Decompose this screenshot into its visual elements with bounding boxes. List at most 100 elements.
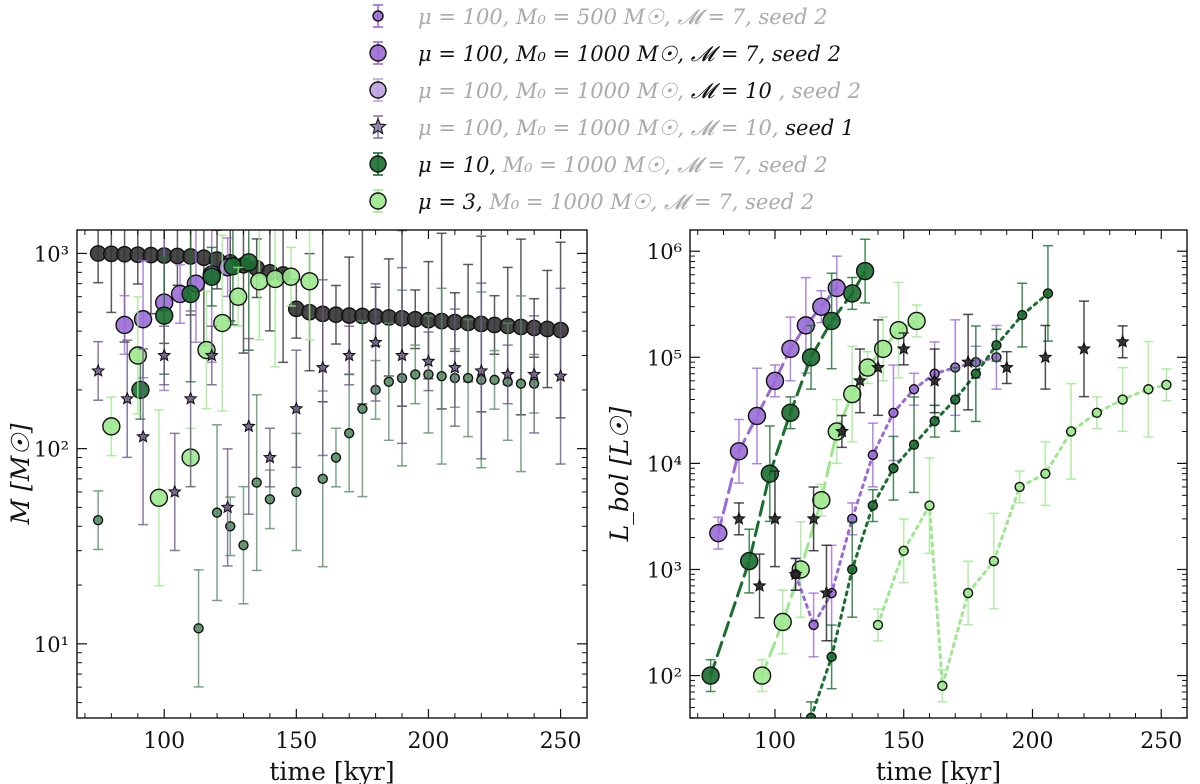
data-point (867, 500, 879, 511)
data-point (709, 523, 728, 543)
y-tick-label: 10⁵ (647, 346, 682, 370)
data-point (421, 353, 436, 368)
data-point (991, 340, 1002, 351)
data-point (808, 619, 819, 631)
data-point (447, 360, 462, 374)
x-axis-label: time [kyr] (876, 757, 1001, 784)
series-green_tail (805, 244, 1054, 718)
data-point (262, 450, 277, 464)
y-tick-label: 10² (34, 438, 69, 462)
data-point (962, 587, 974, 599)
legend: μ = 100, M₀ = 500 M☉, 𝓜 = 7, seed 2 μ = 1… (369, 4, 861, 214)
data-point (315, 360, 330, 374)
data-point (1042, 288, 1054, 299)
data-point (908, 439, 920, 450)
data-point (131, 380, 150, 400)
data-point (752, 578, 767, 592)
series-green_main (131, 230, 258, 420)
data-point (228, 287, 248, 306)
legend-entry-3: μ = 100, M₀ = 1000 M☉, 𝓜 = 10 , seed 2 (369, 78, 861, 103)
data-point (843, 384, 862, 404)
data-point (183, 391, 198, 405)
data-point (462, 372, 474, 384)
data-point (330, 452, 342, 463)
data-point (474, 363, 489, 377)
x-tick-label: 150 (275, 729, 317, 754)
data-point (889, 321, 908, 340)
y-tick-label: 10³ (34, 242, 69, 266)
data-point (193, 623, 204, 634)
y-tick-label: 10⁶ (647, 240, 682, 264)
data-point (91, 363, 106, 377)
series-line (760, 319, 919, 678)
series-line (794, 355, 998, 629)
y-tick-label: 10⁴ (647, 452, 682, 476)
data-point (806, 511, 821, 525)
series-purple_track (709, 255, 846, 550)
data-point (1115, 334, 1130, 348)
data-point (1143, 384, 1154, 395)
series-star_scatter_L (731, 300, 1130, 642)
data-point (873, 339, 893, 359)
data-point (970, 368, 982, 379)
x-tick-label: 250 (1140, 729, 1182, 754)
data-point (870, 360, 886, 374)
data-point (908, 384, 920, 395)
data-point (383, 376, 395, 387)
data-point (317, 473, 328, 485)
legend-marker (369, 81, 387, 99)
x-tick-label: 250 (540, 729, 582, 754)
data-point (211, 507, 223, 518)
data-point (1065, 426, 1077, 437)
data-point (115, 315, 134, 335)
data-point (120, 391, 135, 405)
data-point (291, 486, 302, 498)
axes-frame (76, 229, 588, 719)
data-point (843, 284, 862, 303)
data-point (760, 464, 780, 483)
data-point (265, 269, 285, 289)
data-point (729, 442, 749, 461)
data-point (181, 284, 200, 304)
data-point (515, 378, 527, 389)
legend-marker (369, 155, 387, 173)
data-point (133, 310, 153, 329)
data-point (220, 500, 235, 514)
x-axis-label: time [kyr] (269, 757, 394, 784)
data-point (553, 368, 568, 383)
data-point (773, 612, 792, 632)
data-point (812, 297, 831, 316)
data-point (238, 540, 249, 551)
data-point (765, 371, 785, 391)
data-point (852, 373, 867, 387)
data-point (128, 346, 147, 365)
data-point (300, 272, 319, 291)
data-point (834, 424, 849, 438)
series-green_track (701, 238, 875, 693)
data-point (888, 407, 899, 418)
data-point (999, 360, 1014, 374)
data-point (213, 313, 232, 333)
y-tick-label: 10¹ (34, 633, 69, 657)
data-point (888, 463, 899, 474)
data-point (781, 403, 800, 422)
data-point (102, 417, 121, 436)
data-point (92, 514, 104, 526)
data-point (357, 403, 368, 414)
data-point (500, 367, 515, 381)
legend-entry-4: μ = 100, M₀ = 1000 M☉, 𝓜 = 10, seed 1 (369, 115, 854, 140)
x-tick-label: 150 (883, 729, 925, 754)
data-point (1161, 379, 1172, 391)
data-point (368, 335, 383, 349)
legend-entry-1: μ = 100, M₀ = 500 M☉, 𝓜 = 7, seed 2 (372, 4, 828, 29)
data-point (241, 418, 256, 433)
series-light_track (752, 281, 926, 693)
y-tick-label: 10³ (647, 558, 682, 582)
data-point (239, 253, 258, 272)
data-point (250, 272, 269, 291)
data-point (924, 500, 935, 511)
data-point (204, 348, 219, 362)
data-point (701, 666, 720, 685)
data-point (740, 551, 759, 571)
